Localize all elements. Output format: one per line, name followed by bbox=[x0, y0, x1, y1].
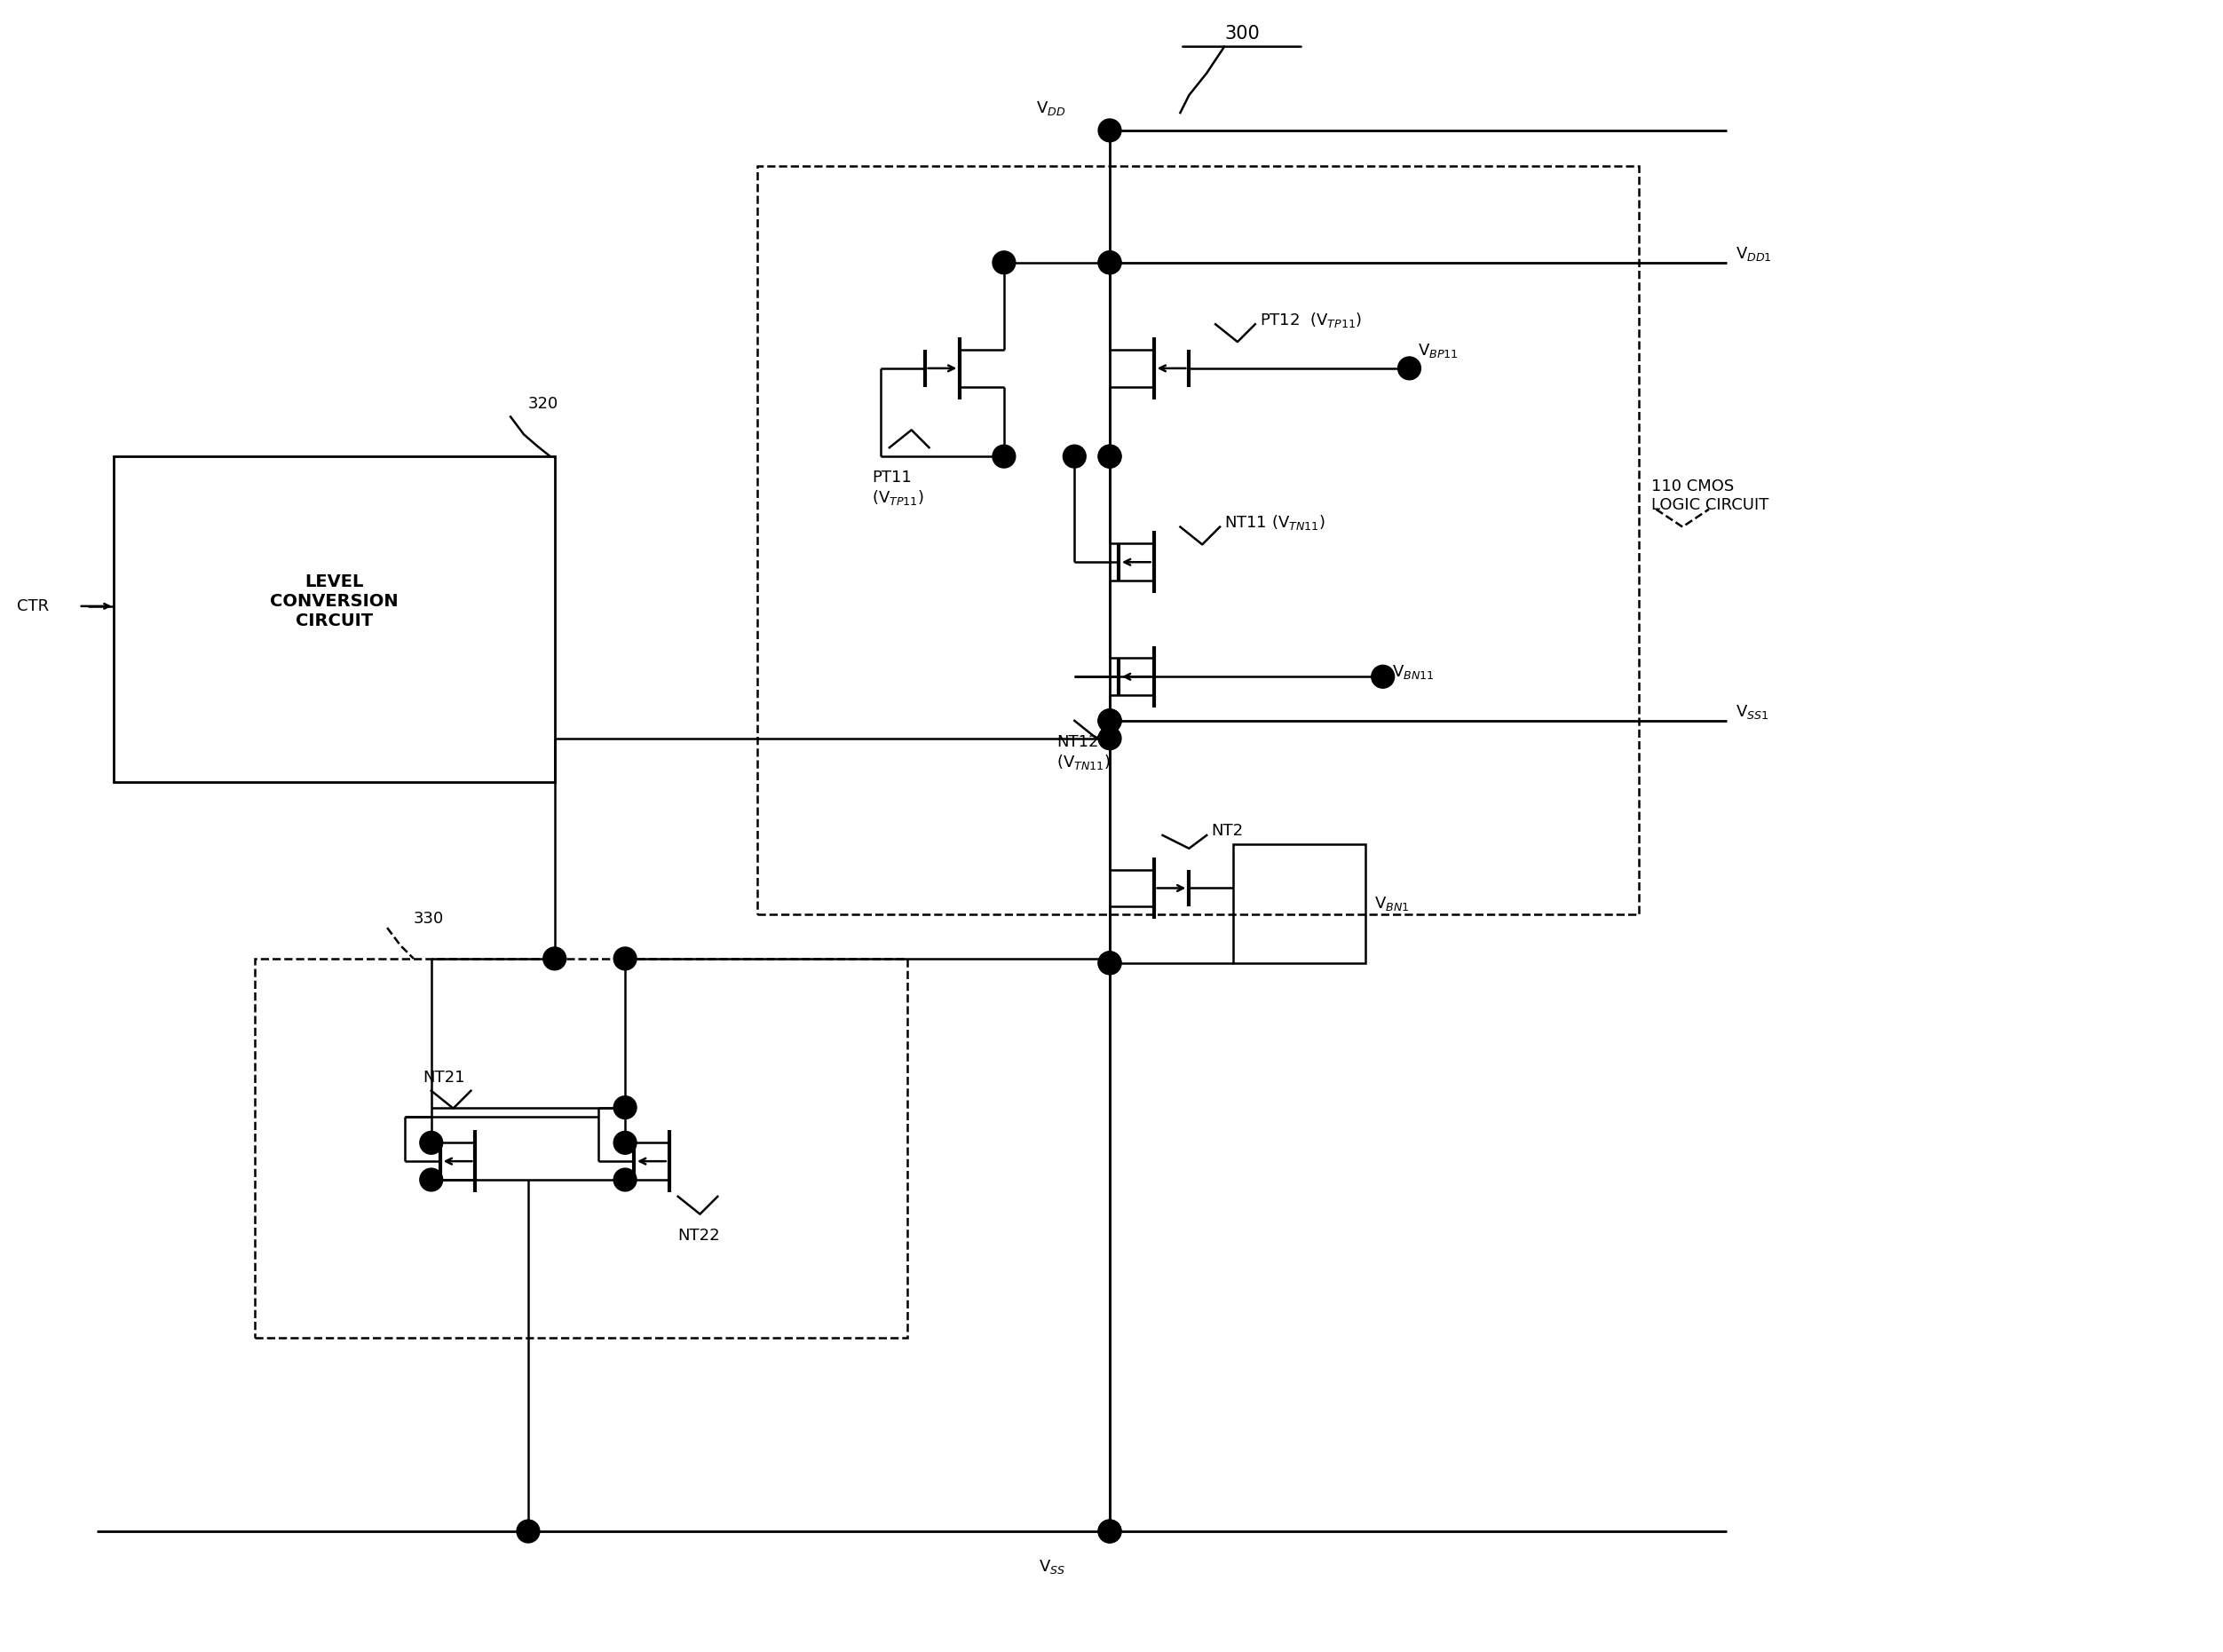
Circle shape bbox=[614, 947, 636, 970]
Text: 110 CMOS
LOGIC CIRCUIT: 110 CMOS LOGIC CIRCUIT bbox=[1652, 479, 1770, 514]
Circle shape bbox=[614, 1132, 636, 1155]
Bar bbox=[113, 456, 554, 783]
Text: LEVEL
CONVERSION
CIRCUIT: LEVEL CONVERSION CIRCUIT bbox=[271, 573, 398, 629]
Circle shape bbox=[420, 1168, 442, 1191]
Circle shape bbox=[1098, 709, 1120, 732]
Circle shape bbox=[1098, 709, 1120, 732]
Text: NT12
(V$_{TN11}$): NT12 (V$_{TN11}$) bbox=[1056, 733, 1112, 771]
Circle shape bbox=[614, 1168, 636, 1191]
Text: CTR: CTR bbox=[18, 598, 49, 615]
Circle shape bbox=[516, 1520, 540, 1543]
Circle shape bbox=[991, 444, 1016, 468]
Text: PT11
(V$_{TP11}$): PT11 (V$_{TP11}$) bbox=[871, 469, 925, 507]
Text: V$_{BP11}$: V$_{BP11}$ bbox=[1418, 342, 1458, 360]
Circle shape bbox=[542, 947, 567, 970]
Text: 330: 330 bbox=[413, 910, 445, 927]
Circle shape bbox=[614, 1095, 636, 1118]
Bar bbox=[256, 958, 907, 1338]
Circle shape bbox=[1098, 952, 1120, 975]
Circle shape bbox=[1398, 357, 1420, 380]
Circle shape bbox=[1098, 251, 1120, 274]
Bar bbox=[1234, 844, 1365, 963]
Circle shape bbox=[420, 1132, 442, 1155]
Text: V$_{BN1}$: V$_{BN1}$ bbox=[1374, 895, 1409, 912]
Text: V$_{SS1}$: V$_{SS1}$ bbox=[1736, 704, 1770, 720]
Circle shape bbox=[1098, 709, 1120, 732]
Circle shape bbox=[1098, 1520, 1120, 1543]
Circle shape bbox=[1098, 119, 1120, 142]
Circle shape bbox=[1098, 1520, 1120, 1543]
Circle shape bbox=[1098, 444, 1120, 468]
Circle shape bbox=[991, 251, 1016, 274]
Text: NT11 (V$_{TN11}$): NT11 (V$_{TN11}$) bbox=[1225, 514, 1325, 532]
Text: V$_{BN11}$: V$_{BN11}$ bbox=[1392, 664, 1434, 681]
Bar bbox=[758, 165, 1638, 915]
Circle shape bbox=[1063, 444, 1087, 468]
Text: NT21: NT21 bbox=[422, 1069, 465, 1085]
Circle shape bbox=[1098, 727, 1120, 750]
Circle shape bbox=[1098, 251, 1120, 274]
Text: 300: 300 bbox=[1225, 25, 1260, 43]
Text: PT12  (V$_{TP11}$): PT12 (V$_{TP11}$) bbox=[1260, 311, 1363, 329]
Text: NT2: NT2 bbox=[1212, 823, 1243, 839]
Text: V$_{DD}$: V$_{DD}$ bbox=[1036, 99, 1065, 117]
Circle shape bbox=[1372, 666, 1394, 689]
Text: NT22: NT22 bbox=[678, 1227, 720, 1244]
Circle shape bbox=[1098, 444, 1120, 468]
Text: 320: 320 bbox=[529, 395, 558, 411]
Text: V$_{DD1}$: V$_{DD1}$ bbox=[1736, 244, 1772, 263]
Text: V$_{SS}$: V$_{SS}$ bbox=[1038, 1558, 1065, 1576]
Circle shape bbox=[1098, 952, 1120, 975]
